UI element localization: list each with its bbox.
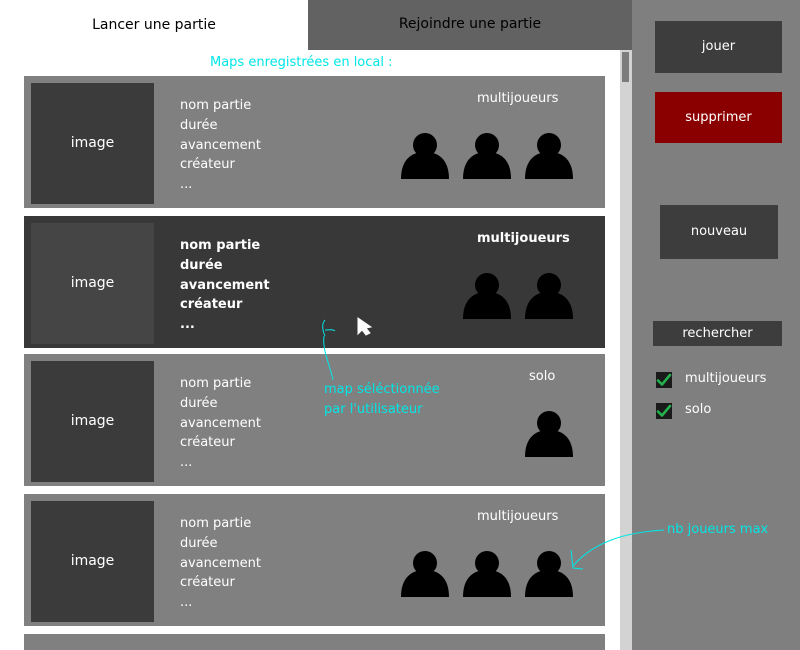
map-card-selected[interactable]: image nom partie durée avancement créate… — [24, 216, 605, 348]
map-card-partial[interactable] — [24, 634, 605, 650]
sidebar: jouer supprimer nouveau rechercher multi… — [632, 0, 800, 650]
filter-multiplayer-checkbox[interactable] — [656, 372, 672, 388]
annotation-selected-map-line1: map séléctionnée — [324, 382, 440, 397]
annotation-selected-map: map séléctionnée par l'utilisateur — [324, 380, 440, 420]
checkmark-icon — [656, 404, 672, 417]
map-mode: multijoueurs — [477, 91, 559, 106]
map-more: ... — [180, 455, 193, 471]
person-icon — [525, 411, 573, 457]
person-icon — [525, 551, 573, 597]
annotation-max-players: nb joueurs max — [667, 522, 769, 537]
map-mode: solo — [529, 369, 556, 384]
map-meta: nom partie durée avancement créateur ... — [180, 96, 261, 195]
filter-solo-checkbox[interactable] — [656, 403, 672, 419]
map-meta: nom partie durée avancement créateur ... — [180, 236, 270, 335]
person-icon — [525, 273, 573, 319]
map-meta: nom partie durée avancement créateur ... — [180, 374, 261, 473]
map-duration: durée — [180, 395, 218, 411]
tab-bar: Lancer une partie Rejoindre une partie — [0, 0, 632, 50]
map-meta: nom partie durée avancement créateur ... — [180, 514, 261, 613]
map-mode: multijoueurs — [477, 509, 559, 524]
map-duration: durée — [180, 535, 218, 551]
player-count — [394, 411, 574, 457]
map-creator: créateur — [180, 157, 235, 173]
player-count — [394, 551, 574, 597]
map-creator: créateur — [180, 435, 235, 451]
map-name: nom partie — [180, 98, 252, 113]
scrollbar[interactable] — [620, 50, 632, 650]
map-card[interactable]: image nom partie durée avancement créate… — [24, 354, 605, 486]
map-thumbnail: image — [31, 83, 154, 204]
person-icon — [463, 551, 511, 597]
map-more: ... — [180, 595, 193, 611]
map-card[interactable]: image nom partie durée avancement créate… — [24, 494, 605, 626]
checkmark-icon — [656, 373, 672, 386]
map-mode: multijoueurs — [477, 231, 570, 246]
player-count — [394, 273, 574, 319]
scrollbar-thumb[interactable] — [622, 52, 629, 82]
person-icon — [463, 273, 511, 319]
play-button[interactable]: jouer — [655, 21, 782, 73]
map-duration: durée — [180, 117, 218, 133]
tab-join-game[interactable]: Rejoindre une partie — [308, 0, 632, 50]
map-progress: avancement — [180, 277, 270, 293]
map-more: ... — [180, 177, 193, 193]
map-duration: durée — [180, 257, 223, 273]
player-count — [394, 133, 574, 179]
person-icon — [401, 551, 449, 597]
map-thumbnail: image — [31, 361, 154, 482]
tab-launch-game[interactable]: Lancer une partie — [0, 0, 308, 50]
map-creator: créateur — [180, 575, 235, 591]
map-list-panel: Maps enregistrées en local : image nom p… — [0, 50, 632, 650]
map-more: ... — [180, 317, 195, 333]
map-thumbnail: image — [31, 223, 154, 344]
person-icon — [463, 133, 511, 179]
map-name: nom partie — [180, 238, 261, 253]
map-progress: avancement — [180, 555, 262, 571]
map-name: nom partie — [180, 376, 252, 391]
filter-solo-label: solo — [685, 402, 712, 417]
map-progress: avancement — [180, 137, 262, 153]
search-button[interactable]: rechercher — [653, 321, 782, 346]
map-creator: créateur — [180, 297, 243, 313]
map-name: nom partie — [180, 516, 252, 531]
person-icon — [525, 133, 573, 179]
section-title: Maps enregistrées en local : — [210, 55, 393, 70]
filter-multiplayer-label: multijoueurs — [685, 371, 767, 386]
map-progress: avancement — [180, 415, 262, 431]
annotation-selected-map-line2: par l'utilisateur — [324, 402, 423, 417]
map-thumbnail: image — [31, 501, 154, 622]
new-button[interactable]: nouveau — [660, 205, 778, 259]
person-icon — [401, 133, 449, 179]
map-card[interactable]: image nom partie durée avancement créate… — [24, 76, 605, 208]
delete-button[interactable]: supprimer — [655, 92, 782, 143]
